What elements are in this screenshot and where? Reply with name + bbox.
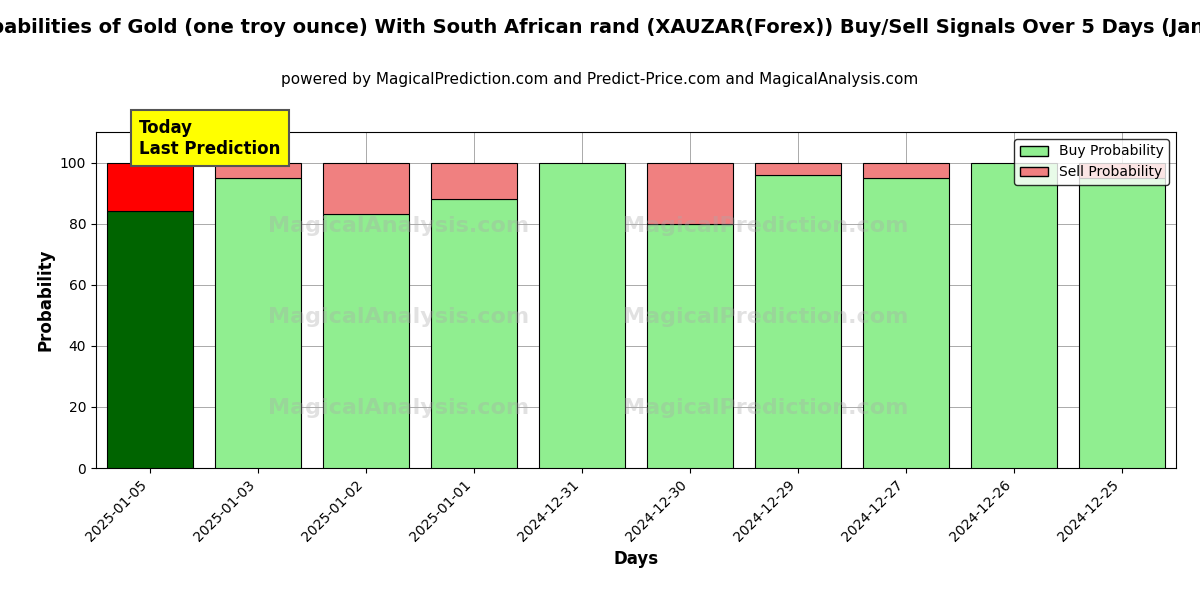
Bar	[647, 224, 733, 468]
Bar	[107, 211, 193, 468]
Text: MagicalPrediction.com: MagicalPrediction.com	[623, 307, 908, 327]
Bar	[1079, 163, 1165, 178]
Text: MagicalAnalysis.com: MagicalAnalysis.com	[268, 307, 529, 327]
Text: Today
Last Prediction: Today Last Prediction	[139, 119, 281, 158]
Bar	[647, 163, 733, 224]
Bar	[1079, 178, 1165, 468]
Bar	[107, 163, 193, 211]
Bar	[323, 163, 409, 214]
Bar	[215, 163, 301, 178]
Bar	[215, 178, 301, 468]
Text: MagicalPrediction.com: MagicalPrediction.com	[623, 216, 908, 236]
Bar	[323, 214, 409, 468]
Bar	[863, 163, 949, 178]
Bar	[755, 163, 841, 175]
Bar	[863, 178, 949, 468]
Y-axis label: Probability: Probability	[36, 249, 54, 351]
Legend: Buy Probability, Sell Probability: Buy Probability, Sell Probability	[1014, 139, 1169, 185]
X-axis label: Days: Days	[613, 550, 659, 568]
Text: Probabilities of Gold (one troy ounce) With South African rand (XAUZAR(Forex)) B: Probabilities of Gold (one troy ounce) W…	[0, 18, 1200, 37]
Text: powered by MagicalPrediction.com and Predict-Price.com and MagicalAnalysis.com: powered by MagicalPrediction.com and Pre…	[281, 72, 919, 87]
Text: MagicalPrediction.com: MagicalPrediction.com	[623, 398, 908, 418]
Bar	[755, 175, 841, 468]
Bar	[431, 163, 517, 199]
Bar	[431, 199, 517, 468]
Text: MagicalAnalysis.com: MagicalAnalysis.com	[268, 398, 529, 418]
Bar	[539, 163, 625, 468]
Bar	[971, 163, 1057, 468]
Text: MagicalAnalysis.com: MagicalAnalysis.com	[268, 216, 529, 236]
